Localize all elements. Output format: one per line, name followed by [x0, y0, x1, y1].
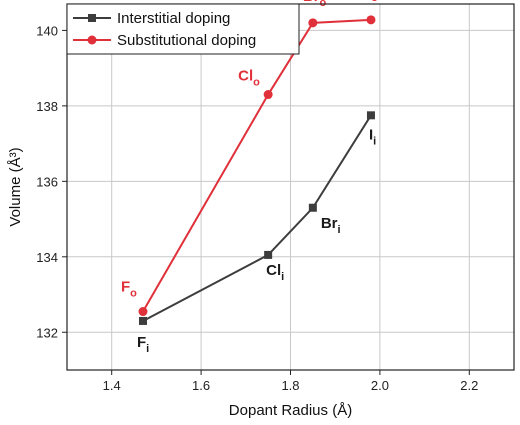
point-label: Ii [369, 126, 376, 147]
y-tick-label: 136 [36, 174, 58, 189]
x-tick-label: 1.4 [103, 378, 121, 393]
x-tick-label: 1.6 [192, 378, 210, 393]
legend: Interstitial doping Substitutional doping [66, 3, 300, 55]
series-line-1 [142, 114, 372, 322]
y-axis-title: Volume (Å³) [7, 147, 24, 226]
point-label: Cli [266, 262, 284, 283]
point-label-subscript: i [281, 271, 284, 283]
y-tick-label: 134 [36, 250, 58, 265]
point-label-subscript: o [130, 288, 137, 300]
data-point-square [264, 250, 273, 259]
legend-box [66, 3, 300, 55]
data-point-square [138, 316, 147, 325]
data-point-circle [308, 18, 318, 28]
data-point-circle [366, 15, 376, 25]
data-point-square [308, 203, 317, 212]
legend-marker-square [88, 14, 96, 22]
x-tick-label: 1.8 [281, 378, 299, 393]
point-label-base: Cl [238, 68, 253, 85]
y-tick-label: 140 [36, 23, 58, 38]
point-label-subscript: i [146, 343, 149, 355]
point-label-subscript: o [371, 0, 378, 4]
legend-label: Interstitial doping [117, 10, 230, 27]
point-label: Clo [238, 68, 260, 89]
point-label-base: Cl [266, 262, 281, 279]
y-tick-label: 132 [36, 325, 58, 340]
axis-ticks: 1.4 1.6 1.8 2.0 2.2 132 134 136 138 140 [36, 23, 478, 393]
grid [67, 4, 514, 370]
point-label: Fi [137, 334, 149, 355]
legend-marker-circle [87, 35, 97, 45]
point-label-base: Br [321, 215, 338, 232]
point-label-subscript: i [373, 135, 376, 147]
data-point-square [366, 111, 375, 120]
point-label-base: F [121, 279, 130, 296]
point-label: Bri [321, 215, 341, 236]
point-label: Fo [121, 279, 137, 300]
x-tick-label: 2.0 [371, 378, 389, 393]
point-label-base: F [137, 334, 146, 351]
point-label-base: Br [303, 0, 320, 5]
y-tick-label: 138 [36, 99, 58, 114]
legend-label: Substitutional doping [117, 32, 256, 49]
data-point-circle [263, 90, 273, 100]
x-tick-label: 2.2 [460, 378, 478, 393]
plot-series [138, 15, 376, 325]
x-axis-title: Dopant Radius (Å) [229, 402, 352, 419]
point-label-subscript: i [338, 224, 341, 236]
point-label: Io [367, 0, 378, 4]
series-line-2 [142, 18, 372, 313]
data-point-circle [138, 307, 148, 317]
point-label-subscript: o [253, 77, 260, 89]
point-labels: FiCliBriIiFoCloBroIo [121, 0, 378, 355]
point-label-base: I [369, 126, 373, 143]
